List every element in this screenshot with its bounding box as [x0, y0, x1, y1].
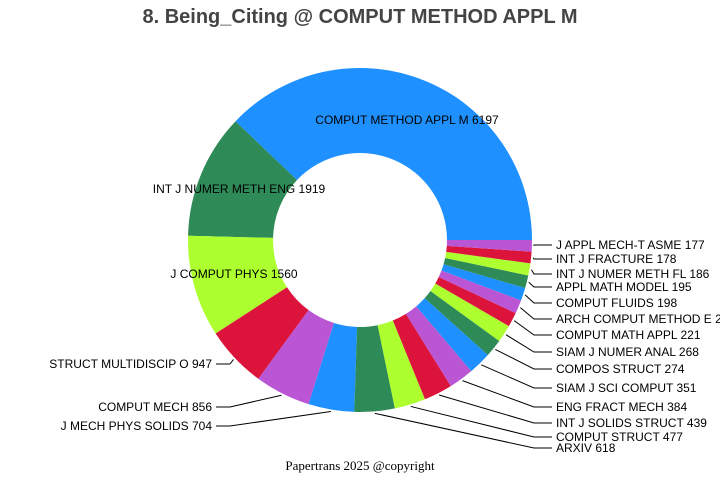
donut-slice — [443, 257, 529, 288]
leader-line — [531, 269, 552, 275]
slice-label: COMPOS STRUCT 274 — [556, 362, 685, 376]
donut-slice — [416, 298, 488, 372]
leader-line — [229, 359, 234, 365]
donut-slice — [188, 235, 287, 334]
slice-label: J APPL MECH-T ASME 177 — [556, 238, 705, 252]
slice-label: COMPUT METHOD APPL M 6197 — [315, 113, 499, 127]
leader-line — [520, 307, 552, 320]
donut-slice — [445, 251, 531, 276]
slice-label: COMPUT MECH 856 — [98, 400, 212, 414]
leader-line — [533, 244, 552, 246]
leader-line — [410, 405, 552, 438]
leader-line — [481, 364, 552, 389]
donut-slice — [235, 67, 533, 240]
slice-label: ENG FRACT MECH 384 — [556, 400, 687, 414]
slice-label: STRUCT MULTIDISCIP O 947 — [49, 357, 212, 371]
slice-label: SIAM J NUMER ANAL 268 — [556, 345, 699, 359]
slice-label: COMPUT FLUIDS 198 — [556, 296, 677, 310]
donut-slice — [424, 291, 500, 356]
slice-label: J COMPUT PHYS 1560 — [170, 267, 297, 281]
leader-line — [462, 380, 552, 408]
leader-line — [374, 412, 552, 449]
donut-slice — [446, 240, 532, 252]
leader-line — [495, 348, 552, 370]
slice-label: J MECH PHYS SOLIDS 704 — [61, 419, 213, 433]
leader-line — [505, 334, 552, 353]
donut-slice — [354, 325, 395, 412]
slice-label: ARCH COMPUT METHOD E 210 — [556, 312, 720, 326]
donut-slice — [446, 245, 532, 264]
donut-slice — [308, 323, 358, 412]
donut-slice — [438, 270, 522, 314]
slice-label: INT J NUMER METH ENG 1919 — [153, 182, 326, 196]
leader-line — [513, 320, 552, 336]
slice-label: INT J NUMER METH FL 186 — [556, 267, 710, 281]
leader-line — [532, 257, 552, 260]
slice-label: ARXIV 618 — [556, 441, 616, 455]
donut-slice — [441, 264, 526, 301]
slice-label: INT J SOLIDS STRUCT 439 — [556, 416, 707, 430]
leader-line — [524, 294, 552, 304]
donut-slice — [215, 287, 309, 379]
donut-slice — [435, 277, 516, 327]
slice-label: SIAM J SCI COMPUT 351 — [556, 381, 697, 395]
leader-line — [229, 411, 331, 427]
donut-slice — [258, 310, 334, 405]
slice-label: COMPUT STRUCT 477 — [556, 430, 683, 444]
slice-label: COMPUT MATH APPL 221 — [556, 328, 701, 342]
leader-line — [438, 394, 552, 424]
leader-line — [528, 281, 552, 288]
donut-slice — [188, 121, 298, 238]
chart-title: 8. Being_Citing @ COMPUT METHOD APPL M — [142, 6, 578, 28]
copyright-footer: Papertrans 2025 @copyright — [285, 458, 435, 473]
donut-slice — [392, 313, 451, 400]
donut-slice — [405, 306, 472, 387]
slice-label: INT J FRACTURE 178 — [556, 252, 677, 266]
donut-slice — [430, 283, 509, 341]
slice-label: APPL MATH MODEL 195 — [556, 280, 692, 294]
donut-slice — [377, 320, 425, 409]
leader-line — [229, 394, 282, 408]
